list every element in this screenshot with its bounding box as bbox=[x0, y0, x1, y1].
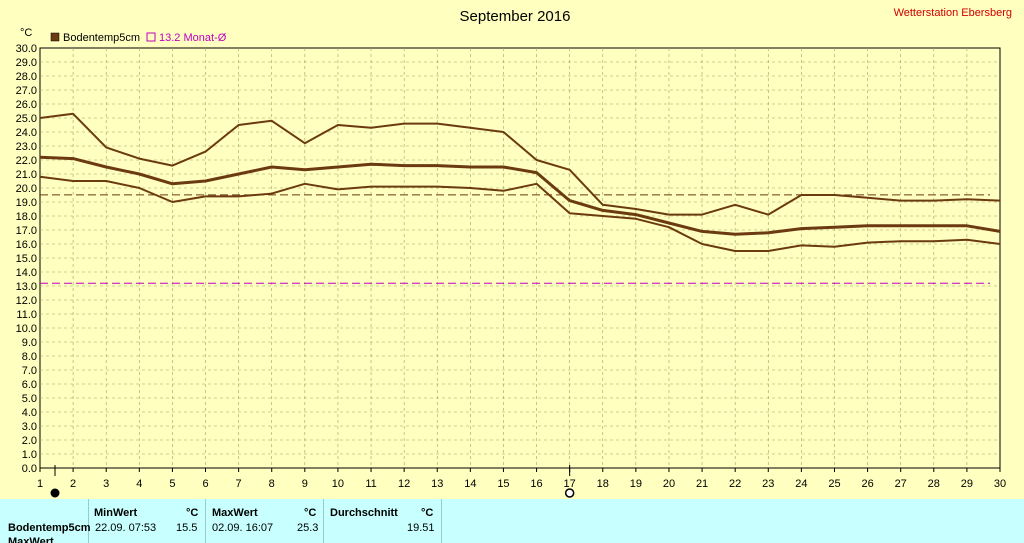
y-tick-label: 21.0 bbox=[16, 169, 37, 181]
y-tick-label: 19.0 bbox=[16, 197, 37, 209]
legend-label-monat-avg: 13.2 Monat-Ø bbox=[159, 32, 227, 44]
legend-swatch-bodentemp bbox=[50, 32, 60, 42]
x-tick-label: 29 bbox=[961, 478, 973, 490]
row-avg-value: 19.51 bbox=[407, 522, 435, 534]
y-tick-label: 9.0 bbox=[22, 337, 37, 349]
x-tick-label: 11 bbox=[365, 478, 376, 490]
x-tick-label: 13 bbox=[431, 478, 443, 490]
row-min-time: 22.09. 07:53 bbox=[95, 522, 157, 534]
new-moon-icon bbox=[50, 488, 60, 498]
y-tick-label: 25.0 bbox=[16, 113, 37, 125]
x-tick-label: 4 bbox=[136, 478, 142, 490]
x-tick-label: 20 bbox=[663, 478, 675, 490]
row-max-time: 02.09. 16:07 bbox=[212, 522, 274, 534]
series-line-avg bbox=[39, 155, 1001, 236]
y-tick-label: 4.0 bbox=[22, 407, 37, 419]
x-tick-label: 14 bbox=[464, 478, 476, 490]
y-tick-label: 16.0 bbox=[16, 239, 37, 251]
y-axis-unit: °C bbox=[20, 27, 32, 39]
x-tick-label: 26 bbox=[861, 478, 873, 490]
x-tick-label: 8 bbox=[269, 478, 275, 490]
y-tick-label: 15.0 bbox=[16, 253, 37, 265]
legend-swatch-monat-avg bbox=[146, 32, 156, 42]
row-name: Bodentemp5cm bbox=[8, 522, 91, 534]
y-tick-label: 8.0 bbox=[22, 351, 37, 363]
row-min-value: 15.5 bbox=[176, 522, 198, 534]
y-tick-label: 7.0 bbox=[22, 365, 37, 377]
x-tick-label: 21 bbox=[696, 478, 708, 490]
x-tick-label: 2 bbox=[70, 478, 76, 490]
stats-table: MinWert °C MaxWert °C Durchschnitt °C Bo… bbox=[0, 499, 1024, 543]
y-tick-label: 27.0 bbox=[16, 85, 37, 97]
x-tick-label: 9 bbox=[302, 478, 308, 490]
y-tick-label: 22.0 bbox=[16, 155, 37, 167]
x-tick-label: 18 bbox=[597, 478, 609, 490]
x-tick-label: 28 bbox=[928, 478, 940, 490]
y-tick-label: 28.0 bbox=[16, 71, 37, 83]
x-tick-label: 6 bbox=[202, 478, 208, 490]
x-tick-label: 1 bbox=[37, 478, 43, 490]
y-tick-label: 11.0 bbox=[16, 309, 37, 321]
y-tick-label: 13.0 bbox=[16, 281, 37, 293]
chart-title: September 2016 bbox=[460, 8, 571, 25]
y-tick-label: 14.0 bbox=[16, 267, 37, 279]
header-maxwert: MaxWert bbox=[212, 507, 258, 519]
x-tick-label: 27 bbox=[895, 478, 907, 490]
header-minwert: MinWert bbox=[94, 507, 138, 519]
x-tick-label: 3 bbox=[103, 478, 109, 490]
y-tick-label: 2.0 bbox=[22, 435, 37, 447]
y-tick-label: 5.0 bbox=[22, 393, 37, 405]
x-tick-label: 16 bbox=[530, 478, 542, 490]
x-tick-label: 19 bbox=[630, 478, 642, 490]
header-max-unit: °C bbox=[304, 507, 317, 519]
y-tick-label: 1.0 bbox=[22, 449, 37, 461]
y-tick-label: 3.0 bbox=[22, 421, 37, 433]
y-tick-label: 6.0 bbox=[22, 379, 37, 391]
y-tick-label: 17.0 bbox=[16, 225, 37, 237]
x-tick-label: 24 bbox=[795, 478, 807, 490]
series-line-min bbox=[39, 175, 1001, 252]
y-tick-label: 20.0 bbox=[16, 183, 37, 195]
x-tick-label: 12 bbox=[398, 478, 410, 490]
x-tick-label: 22 bbox=[729, 478, 741, 490]
y-tick-label: 10.0 bbox=[16, 323, 37, 335]
header-min-unit: °C bbox=[186, 507, 199, 519]
y-tick-label: 24.0 bbox=[16, 127, 37, 139]
x-tick-label: 25 bbox=[828, 478, 840, 490]
chart: September 2016 Wetterstation Ebersberg °… bbox=[16, 7, 1012, 498]
x-tick-label: 30 bbox=[994, 478, 1006, 490]
y-tick-label: 30.0 bbox=[16, 43, 37, 55]
y-tick-label: 23.0 bbox=[16, 141, 37, 153]
y-tick-label: 0.0 bbox=[22, 463, 37, 475]
x-tick-label: 10 bbox=[332, 478, 344, 490]
legend-label-bodentemp: Bodentemp5cm bbox=[63, 32, 140, 44]
series-line-max bbox=[39, 112, 1001, 216]
x-tick-label: 23 bbox=[762, 478, 774, 490]
row-next-cutoff: MaxWert bbox=[8, 536, 54, 543]
x-tick-label: 15 bbox=[497, 478, 509, 490]
x-tick-label: 5 bbox=[169, 478, 175, 490]
y-tick-label: 26.0 bbox=[16, 99, 37, 111]
x-tick-label: 17 bbox=[564, 478, 576, 490]
header-durchschnitt: Durchschnitt bbox=[330, 507, 398, 519]
station-label: Wetterstation Ebersberg bbox=[894, 7, 1012, 19]
y-tick-label: 18.0 bbox=[16, 211, 37, 223]
x-tick-label: 7 bbox=[236, 478, 242, 490]
row-max-value: 25.3 bbox=[297, 522, 319, 534]
header-avg-unit: °C bbox=[421, 507, 434, 519]
full-moon-icon bbox=[564, 488, 575, 498]
y-tick-label: 12.0 bbox=[16, 295, 37, 307]
y-tick-label: 29.0 bbox=[16, 57, 37, 69]
